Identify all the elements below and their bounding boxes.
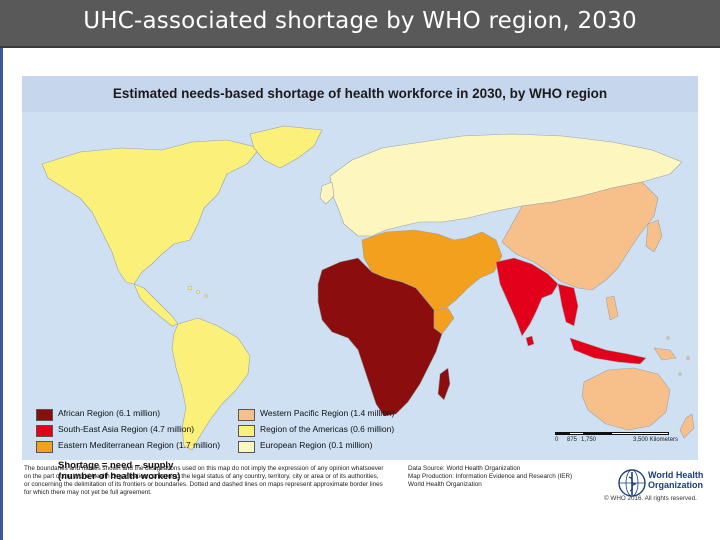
slide-title-bar: UHC-associated shortage by WHO region, 2… (0, 0, 720, 48)
legend-title: Shortage = need – supply (number of heal… (58, 460, 180, 482)
region-africa (317, 257, 443, 417)
region-americas-greenland (249, 125, 323, 169)
legend-swatch-south-east-asia (36, 425, 53, 437)
legend-label-european: European Region (0.1 million) (260, 440, 373, 450)
disclaimer-line: The boundaries and names shown and the d… (24, 465, 384, 472)
source-line: World Health Organization (408, 481, 482, 488)
disclaimer-line: on the part of the World Health Organiza… (24, 473, 379, 480)
left-accent-rule (0, 48, 3, 540)
world-map (22, 112, 698, 460)
legend-swatch-african (36, 409, 53, 421)
legend: African Region (6.1 million) South-East … (32, 408, 592, 454)
map-header-band: Estimated needs-based shortage of health… (22, 76, 698, 112)
source-line: Map Production: Information Evidence and… (408, 473, 573, 480)
region-africa-madagascar (437, 367, 451, 401)
scale-segment-1 (555, 432, 569, 435)
region-americas-central (133, 283, 179, 327)
pacific-islands (666, 336, 690, 376)
scale-tick-3500: 3,500 Kilometers (633, 437, 679, 443)
world-map-svg (41, 125, 695, 451)
slide-title: UHC-associated shortage by WHO region, 2… (83, 8, 637, 34)
region-south-east-asia-indonesia (569, 337, 647, 365)
scale-segment-4 (611, 432, 669, 435)
legend-label-americas: Region of the Americas (0.6 million) (260, 424, 395, 434)
legend-swatch-european (238, 441, 255, 453)
region-western-pacific-australia (581, 367, 671, 431)
region-western-pacific-philippines (605, 295, 619, 321)
legend-title-line-2: (number of health workers) (58, 471, 181, 482)
legend-title-line-1: Shortage = need – supply (58, 460, 174, 471)
who-wordmark-line-2: Organization (648, 480, 704, 490)
disclaimer-line: for which there may not yet be full agre… (24, 489, 152, 496)
who-emblem-icon (618, 469, 646, 497)
who-wordmark-line-1: World Health (648, 470, 704, 480)
region-americas-north (41, 139, 261, 285)
region-western-pacific-new-zealand (679, 413, 695, 439)
scale-tick-1750: 1,750 (581, 437, 597, 443)
map-heading: Estimated needs-based shortage of health… (112, 86, 608, 101)
caribbean-islands (187, 285, 208, 298)
legend-swatch-western-pacific (238, 409, 255, 421)
legend-label-african: African Region (6.1 million) (58, 408, 161, 418)
region-western-pacific-png (653, 347, 677, 361)
scale-tick-875: 875 (567, 437, 578, 443)
map-disclaimer: The boundaries and names shown and the d… (24, 465, 414, 497)
who-wordmark: World Health Organization (648, 470, 703, 490)
region-south-east-asia (495, 257, 559, 337)
legend-label-western-pacific: Western Pacific Region (1.4 million) (260, 408, 395, 418)
region-south-east-asia-myanmar-thailand (557, 283, 579, 327)
scale-segment-3 (583, 432, 611, 435)
legend-swatch-eastern-mediterranean (36, 441, 53, 453)
region-europe-uk (319, 181, 335, 205)
region-south-east-asia-sri-lanka (525, 335, 535, 347)
scale-bar: 0 875 1,750 3,500 Kilometers (555, 432, 695, 446)
disclaimer-line: or concerning the delimitation of its fr… (24, 481, 383, 488)
legend-swatch-americas (238, 425, 255, 437)
source-line: Data Source: World Health Organization (408, 465, 521, 472)
scale-tick-0: 0 (555, 437, 559, 443)
legend-label-south-east-asia: South-East Asia Region (4.7 million) (58, 424, 195, 434)
map-source-credits: Data Source: World Health Organization M… (408, 465, 608, 489)
legend-label-eastern-mediterranean: Eastern Mediterranean Region (1.7 millio… (58, 440, 221, 450)
copyright-notice: © WHO 2016. All rights reserved. (604, 495, 697, 502)
region-western-pacific-asia (501, 181, 659, 291)
map-figure: Estimated needs-based shortage of health… (22, 76, 698, 482)
region-americas-south (171, 317, 251, 451)
region-western-pacific-japan (645, 219, 663, 253)
